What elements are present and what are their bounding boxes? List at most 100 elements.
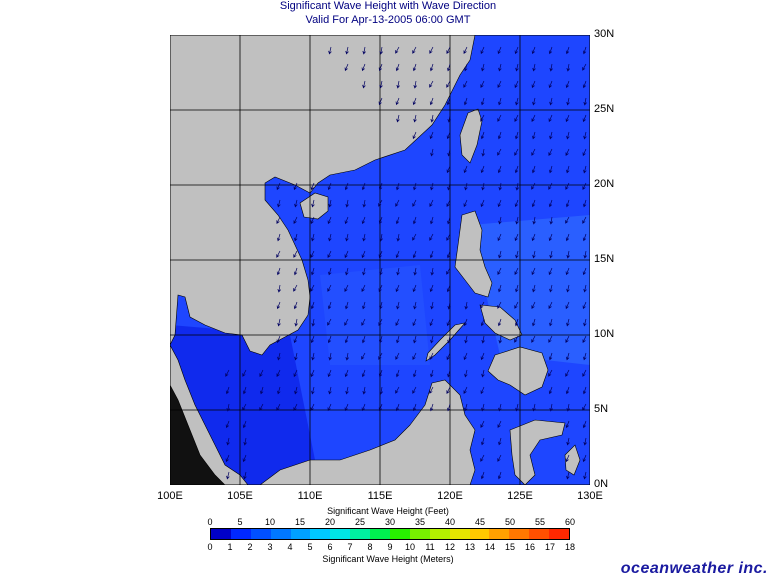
wave-direction-arrow xyxy=(396,335,400,344)
wave-direction-arrow xyxy=(379,386,383,395)
wave-direction-arrow xyxy=(532,403,536,412)
wave-direction-arrow xyxy=(276,335,281,344)
wave-direction-arrow xyxy=(480,318,485,327)
wave-direction-arrow xyxy=(498,403,502,412)
wave-direction-arrow xyxy=(548,80,553,89)
wave-direction-arrow xyxy=(549,250,553,259)
wave-direction-arrow xyxy=(514,148,519,156)
wave-direction-arrow xyxy=(464,335,468,344)
wave-direction-arrow xyxy=(293,335,298,344)
wave-direction-arrow xyxy=(480,301,485,309)
colorbar-swatch xyxy=(529,529,550,539)
wave-direction-arrow xyxy=(311,318,315,327)
colorbar-swatch xyxy=(409,529,431,539)
valid-time-subtitle: Valid For Apr-13-2005 06:00 GMT xyxy=(305,14,471,26)
wave-direction-arrow xyxy=(311,386,315,395)
wave-direction-arrow xyxy=(565,233,570,242)
wave-direction-arrow xyxy=(566,318,570,327)
wave-direction-arrow xyxy=(480,46,485,55)
wave-direction-arrow xyxy=(345,46,349,55)
meter-tick-label: 10 xyxy=(404,542,415,552)
wave-direction-arrow xyxy=(565,80,570,89)
feet-tick-label: 15 xyxy=(294,517,305,527)
wave-direction-arrow xyxy=(310,301,315,310)
map-title: Significant Wave Height with Wave Direct… xyxy=(279,0,497,12)
colorbar-swatch xyxy=(350,529,371,539)
wave-direction-arrow xyxy=(378,182,383,191)
wave-direction-arrow xyxy=(344,403,349,412)
wave-direction-arrow xyxy=(413,301,417,310)
wave-direction-arrow xyxy=(480,80,485,88)
meter-tick-label: 14 xyxy=(484,542,495,552)
wave-direction-arrow xyxy=(429,216,434,225)
wave-direction-arrow xyxy=(294,352,298,361)
wave-direction-arrow xyxy=(412,369,417,378)
latitude-label: 10N xyxy=(594,328,615,340)
land-luzon-island xyxy=(454,210,493,298)
wave-direction-arrow xyxy=(362,301,366,310)
wave-direction-arrow xyxy=(413,335,417,344)
wave-direction-arrow xyxy=(497,284,502,293)
wave-direction-arrow xyxy=(395,386,400,394)
colorbar-feet-title: Significant Wave Height (Feet) xyxy=(327,506,449,516)
wave-direction-arrow xyxy=(582,369,587,377)
wave-direction-arrow xyxy=(344,250,349,259)
wave-direction-arrow xyxy=(497,165,502,174)
colorbar-swatch xyxy=(370,529,391,539)
feet-tick-label: 25 xyxy=(354,517,365,527)
wave-direction-arrow xyxy=(328,199,332,208)
wave-direction-arrow xyxy=(498,335,502,344)
wave-direction-arrow xyxy=(276,182,281,191)
wave-direction-arrow xyxy=(429,352,434,360)
wave-direction-arrow xyxy=(310,369,315,378)
colorbar-swatch xyxy=(211,529,232,539)
land-taiwan-island xyxy=(459,108,483,164)
colorbar-swatch xyxy=(429,529,451,539)
wave-direction-arrow xyxy=(430,301,434,310)
feet-tick-label: 50 xyxy=(504,517,515,527)
wave-direction-arrow xyxy=(582,80,587,89)
wave-direction-arrow xyxy=(447,301,451,310)
wave-direction-arrow xyxy=(362,233,366,242)
wave-direction-arrow xyxy=(582,386,587,395)
wave-direction-arrow xyxy=(583,250,587,259)
meter-tick-label: 0 xyxy=(207,542,213,552)
wave-direction-arrow xyxy=(582,182,587,190)
wave-direction-arrow xyxy=(481,403,485,412)
latitude-label: 25N xyxy=(594,103,615,115)
wave-direction-arrow xyxy=(429,46,434,54)
feet-tick-label: 40 xyxy=(444,517,455,527)
wave-direction-arrow xyxy=(531,318,536,327)
wave-direction-arrow xyxy=(583,165,587,174)
wave-direction-arrow xyxy=(481,63,485,72)
wave-direction-arrow xyxy=(497,267,502,275)
wave-direction-arrow xyxy=(327,403,332,412)
wave-direction-arrow xyxy=(429,284,434,293)
colorbar-swatch xyxy=(270,529,292,539)
wave-direction-arrow xyxy=(480,199,485,208)
wave-direction-arrow xyxy=(566,63,570,72)
swell-band-central xyxy=(320,265,430,365)
wave-direction-arrow xyxy=(582,216,587,224)
meter-tick-label: 1 xyxy=(227,542,233,552)
wave-direction-arrow xyxy=(480,437,485,446)
wave-direction-arrow xyxy=(259,386,264,395)
wave-direction-arrow xyxy=(361,63,366,72)
wave-direction-arrow xyxy=(532,131,536,140)
land-borneo-island xyxy=(259,379,476,485)
wave-direction-arrow xyxy=(412,199,417,207)
wave-direction-arrow xyxy=(582,199,587,208)
wave-direction-arrow xyxy=(566,284,570,293)
wave-direction-arrow xyxy=(446,250,451,259)
wave-direction-arrow xyxy=(412,318,417,327)
wave-direction-arrow xyxy=(446,403,451,412)
wave-direction-arrow xyxy=(582,454,587,463)
wave-direction-arrow xyxy=(463,97,468,106)
wave-direction-arrow xyxy=(361,352,366,360)
wave-direction-arrow xyxy=(242,403,247,411)
wave-direction-arrow xyxy=(565,199,570,208)
wave-direction-arrow xyxy=(276,250,281,258)
wave-direction-arrow xyxy=(396,301,400,310)
wave-direction-arrow xyxy=(328,352,332,361)
wave-direction-arrow xyxy=(548,114,553,123)
